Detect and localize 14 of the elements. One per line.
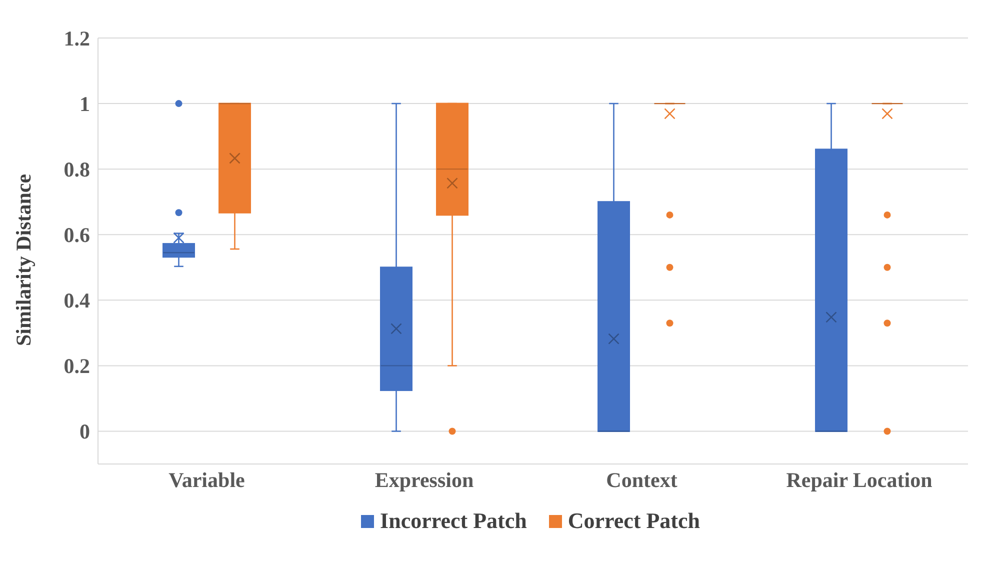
y-tick-label: 0: [80, 420, 90, 444]
x-tick-label: Repair Location: [786, 468, 933, 492]
legend-label: Incorrect Patch: [380, 508, 527, 534]
x-tick-label: Expression: [374, 468, 474, 492]
y-tick-label: 1.2: [64, 26, 90, 50]
x-tick-label: Variable: [168, 468, 245, 492]
y-axis-title: Similarity Distance: [11, 174, 36, 346]
y-tick-label: 0.2: [64, 354, 90, 378]
y-tick-label: 0.6: [64, 223, 90, 248]
x-tick-label: Context: [606, 468, 678, 492]
y-tick-label: 0.8: [64, 158, 90, 182]
legend-label: Correct Patch: [568, 508, 700, 534]
y-tick-label: 0.4: [64, 288, 90, 313]
y-tick-label: 1: [80, 92, 90, 116]
